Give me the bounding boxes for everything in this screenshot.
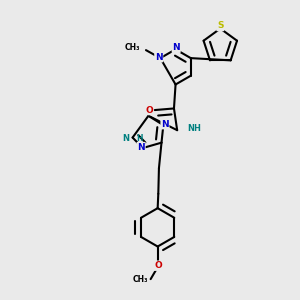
Text: S: S <box>217 22 224 31</box>
Text: NH: NH <box>187 124 201 133</box>
Text: N: N <box>137 142 145 152</box>
Text: CH₃: CH₃ <box>125 43 140 52</box>
Text: O: O <box>154 261 162 270</box>
Text: N: N <box>122 134 129 143</box>
Text: H: H <box>136 134 142 143</box>
Text: N: N <box>172 43 180 52</box>
Text: N: N <box>161 120 169 129</box>
Text: CH₃: CH₃ <box>133 274 148 284</box>
Text: N: N <box>155 53 163 62</box>
Text: O: O <box>145 106 153 115</box>
